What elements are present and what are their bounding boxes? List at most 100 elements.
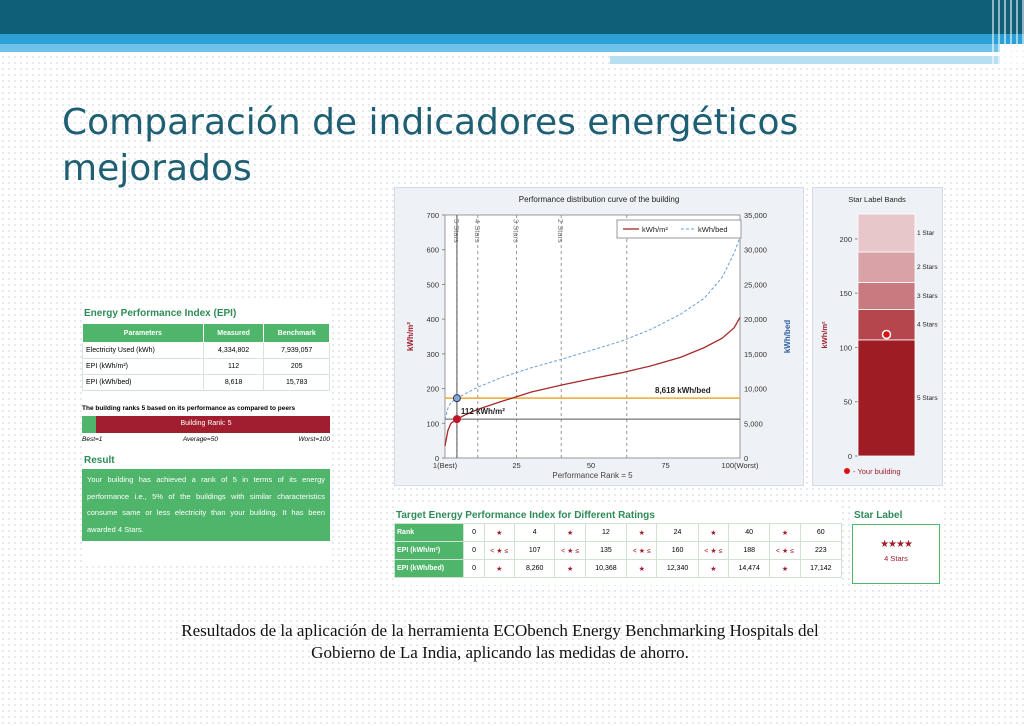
y2-tick-label: 25,000 — [744, 280, 767, 289]
chart-title: Performance distribution curve of the bu… — [519, 195, 680, 204]
legend-label: kWh/bed — [698, 225, 728, 234]
rank-bar-fill — [82, 416, 96, 433]
series-line-kwh-bed — [444, 237, 741, 420]
y-tick-label: 100 — [426, 419, 439, 428]
y-tick-label: 0 — [435, 454, 439, 463]
target-cell: 60 — [799, 523, 843, 542]
legend-label: kWh/m² — [642, 225, 668, 234]
target-row-label: EPI (kWh/bed) — [393, 559, 465, 578]
plot-area — [444, 214, 741, 459]
target-cell: 188 — [727, 541, 771, 560]
star-separator-icon: ★ — [554, 559, 586, 578]
top-banner-stripe-light — [0, 44, 1000, 52]
target-epi-panel: Target Energy Performance Index for Diff… — [393, 505, 843, 585]
epi-table: Parameters Measured Benchmark Electricit… — [82, 323, 330, 391]
result-heading: Result — [84, 455, 115, 466]
star-separator-icon: ★ — [483, 523, 515, 542]
y-tick-label: 300 — [426, 350, 439, 359]
star-threshold-label: 2 Stars — [556, 219, 565, 243]
target-heading: Target Energy Performance Index for Diff… — [396, 510, 655, 521]
star-separator-icon: ★ — [697, 523, 730, 542]
x-tick-label: 50 — [587, 461, 595, 470]
target-cell: 12,340 — [656, 559, 699, 578]
epi-cell: 4,334,802 — [202, 342, 265, 359]
less-than-symbol: < — [561, 547, 566, 555]
star-label-heading: Star Label — [854, 510, 903, 521]
target-row-label: EPI (kWh/m²) — [393, 541, 465, 560]
y-tick-label: 400 — [426, 315, 439, 324]
x-tick-label: 75 — [661, 461, 669, 470]
slide-caption: Resultados de la aplicación de la herram… — [140, 620, 860, 664]
less-equal-symbol: ≤ — [790, 547, 795, 555]
star-band-label: 5 Stars — [917, 395, 938, 402]
rank-bar: Building Rank: 5 — [82, 416, 330, 433]
less-than-symbol: < — [775, 547, 780, 555]
x-tick-label: 100(Worst) — [722, 461, 759, 470]
chart-title: Star Label Bands — [848, 195, 906, 204]
star-rating-icon: ★★★★ — [880, 539, 913, 550]
y-tick-label: 600 — [426, 246, 439, 255]
star-label-box: ★★★★ 4 Stars — [852, 524, 940, 584]
table-row: EPI (kWh/m²) 0 < ★ ≤107 < ★ ≤135 < ★ ≤160 < ★… — [393, 541, 843, 560]
target-cell: 12 — [584, 523, 628, 542]
epi-cell: 15,783 — [263, 374, 330, 391]
x-axis-label: Performance Rank = 5 — [552, 471, 633, 480]
star-band-bar — [857, 339, 916, 457]
y-axis-label: kWh/m² — [820, 321, 829, 349]
performance-distribution-chart: Performance distribution curve of the bu… — [406, 195, 792, 480]
legend-marker — [844, 468, 850, 474]
table-row: Electricity Used (kWh) 4,334,802 7,939,0… — [82, 342, 330, 359]
result-text: Your building has achieved a rank of 5 i… — [82, 469, 330, 541]
target-row-label: Rank — [393, 523, 465, 542]
building-point-kwh-bed — [452, 394, 461, 403]
less-equal-symbol: ≤ — [646, 547, 651, 555]
annotation-kwh-m2: 112 kWh/m² — [461, 407, 505, 416]
star-separator-icon: < ★ ≤ — [697, 541, 730, 560]
rank-bar-label: Building Rank: 5 — [180, 420, 232, 427]
y2-tick-label: 0 — [744, 454, 748, 463]
star-separator-icon: ★ — [769, 559, 801, 578]
x-tick-label: 1(Best) — [433, 461, 458, 470]
table-row: Rank 0 ★ 4 ★ 12 ★ 24 ★ 40 ★ 60 — [393, 523, 843, 542]
y-tick-label: 100 — [839, 343, 852, 352]
star-separator-icon: ★ — [483, 559, 515, 578]
star-band-bar — [857, 281, 916, 310]
scale-average: Average=50 — [182, 436, 218, 443]
less-than-symbol: < — [704, 547, 709, 555]
scale-worst: Worst=100 — [298, 436, 330, 443]
y2-tick-label: 15,000 — [744, 350, 767, 359]
less-equal-symbol: ≤ — [718, 547, 723, 555]
target-cell: 0 — [463, 523, 485, 542]
epi-col-header: Benchmark — [263, 323, 330, 343]
target-cell: 24 — [656, 523, 699, 542]
star-separator-icon: < ★ ≤ — [483, 541, 515, 560]
star-threshold-label: 4 Stars — [473, 219, 482, 243]
star-threshold-label: 5 Stars — [452, 219, 461, 243]
star-threshold-label: 3 Stars — [512, 219, 521, 243]
y-axis-label: kWh/m² — [406, 322, 415, 351]
less-equal-symbol: ≤ — [504, 547, 509, 555]
y2-axis-label: kWh/bed — [783, 320, 792, 353]
star-separator-icon: ★ — [697, 559, 730, 578]
your-building-marker — [881, 329, 892, 340]
target-cell: 4 — [513, 523, 556, 542]
target-cell: 0 — [463, 559, 485, 578]
y-tick-label: 0 — [848, 452, 852, 461]
star-separator-icon: ★ — [626, 523, 658, 542]
star-icon: ★ — [636, 547, 647, 555]
star-separator-icon: ★ — [554, 523, 586, 542]
building-point-kwh-m2 — [452, 415, 461, 424]
epi-header-row: Parameters Measured Benchmark — [82, 323, 330, 343]
y-tick-label: 50 — [844, 398, 852, 407]
top-banner — [0, 0, 1024, 34]
caption-line-2: Gobierno de La India, aplicando las medi… — [311, 643, 689, 662]
epi-cell: EPI (kWh/bed) — [82, 374, 204, 391]
epi-cell: EPI (kWh/m²) — [82, 358, 204, 375]
star-separator-icon: < ★ ≤ — [554, 541, 586, 560]
star-band-label: 1 Star — [917, 230, 935, 237]
table-row: EPI (kWh/bed) 0 ★ 8,260 ★ 10,368 ★ 12,340 ★ 14,47… — [393, 559, 843, 578]
scale-best: Best=1 — [82, 436, 103, 443]
epi-cell: 7,939,057 — [263, 342, 330, 359]
epi-cell: 8,618 — [202, 374, 265, 391]
epi-heading: Energy Performance Index (EPI) — [84, 308, 237, 319]
